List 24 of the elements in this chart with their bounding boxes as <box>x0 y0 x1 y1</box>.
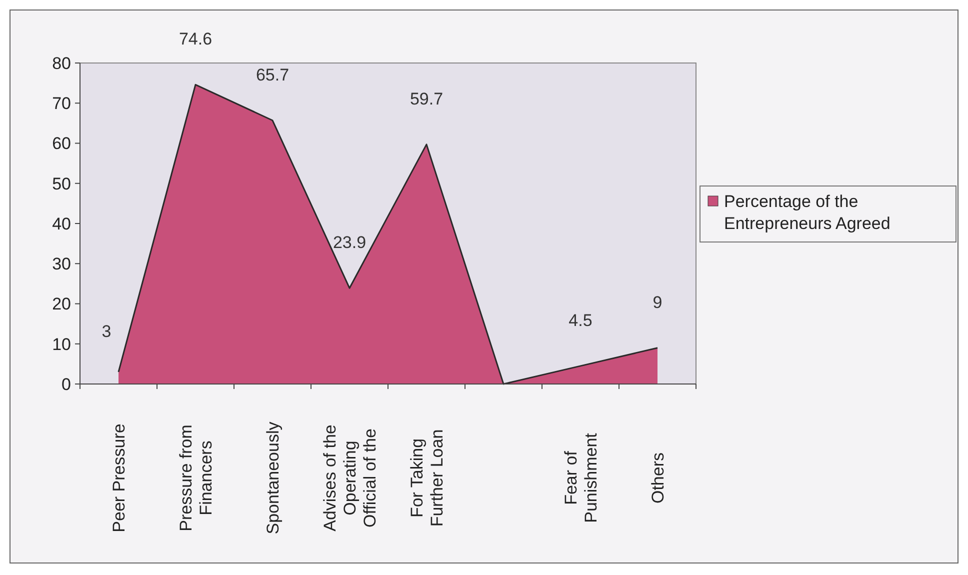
data-label: 65.7 <box>256 65 290 84</box>
data-label: 4.5 <box>568 310 592 330</box>
y-tick-label: 50 <box>52 174 71 194</box>
y-tick-label: 20 <box>52 294 71 314</box>
y-tick-label: 40 <box>52 214 71 234</box>
x-tick-label: Pressure from Financers <box>176 424 216 532</box>
y-tick-label: 70 <box>52 94 71 114</box>
x-tick-label: Spontaneously <box>263 421 282 534</box>
data-label: 59.7 <box>410 89 444 108</box>
y-tick-label: 30 <box>52 254 71 274</box>
y-tick-label: 60 <box>52 134 71 154</box>
data-label: 74.6 <box>178 30 212 49</box>
x-tick-label: Fear of Punishment <box>561 432 600 523</box>
y-tick-label: 80 <box>52 54 71 73</box>
x-tick-label: For Taking Further Loan <box>407 429 446 527</box>
data-label: 3 <box>102 322 112 341</box>
legend-label: Percentage of the Entrepreneurs Agreed <box>724 192 890 233</box>
y-tick-label: 0 <box>62 374 71 394</box>
x-tick-label: Advises of the Operating Official of the <box>320 424 380 532</box>
x-tick-label: Others <box>648 452 668 504</box>
y-tick-label: 10 <box>52 334 71 354</box>
x-tick-label: Peer Pressure <box>109 424 128 532</box>
data-label: 23.9 <box>332 233 366 252</box>
data-label: 9 <box>652 292 662 312</box>
